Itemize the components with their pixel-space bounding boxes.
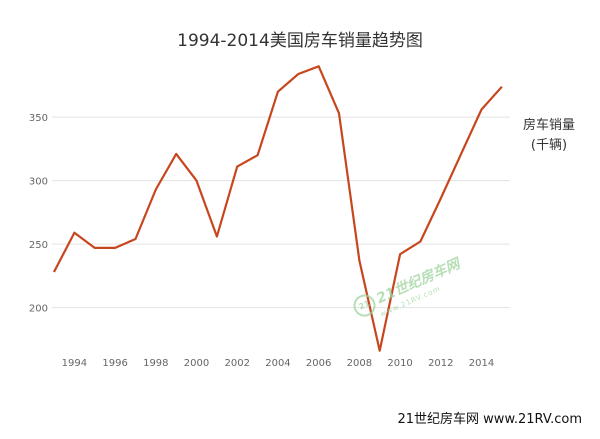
x-tick-label: 2000	[184, 358, 209, 369]
y-tick-labels: 200 250 300 350	[29, 113, 48, 314]
x-tick-label: 2004	[265, 358, 290, 369]
gridlines	[52, 116, 510, 309]
x-tick-labels: 1994 1996 1998 2000 2002 2004 2006 2008 2010 2012…	[62, 358, 495, 369]
unit-label-line1: 房车销量	[522, 118, 575, 133]
x-tick-label: 2012	[428, 358, 453, 369]
x-tick-label: 1998	[143, 358, 168, 369]
x-tick-label: 2008	[347, 358, 372, 369]
y-unit-label: 房车销量 (千辆)	[512, 116, 586, 156]
chart-title: 1994-2014美国房车销量趋势图	[177, 31, 423, 51]
footer-credit: 21世纪房车网 www.21RV.com	[397, 412, 583, 427]
y-tick-label: 350	[29, 113, 48, 124]
x-tick-label: 1994	[62, 358, 87, 369]
unit-label-line2: (千辆)	[530, 138, 568, 153]
y-tick-label: 300	[29, 177, 48, 188]
series-line	[53, 65, 503, 352]
x-tick-label: 2002	[225, 358, 250, 369]
x-tick-label: 2014	[469, 358, 494, 369]
y-tick-label: 200	[29, 304, 48, 315]
x-tick-label: 2010	[387, 358, 412, 369]
x-tick-label: 2006	[306, 358, 331, 369]
x-tick-label: 1996	[102, 358, 127, 369]
y-tick-label: 250	[29, 240, 48, 251]
